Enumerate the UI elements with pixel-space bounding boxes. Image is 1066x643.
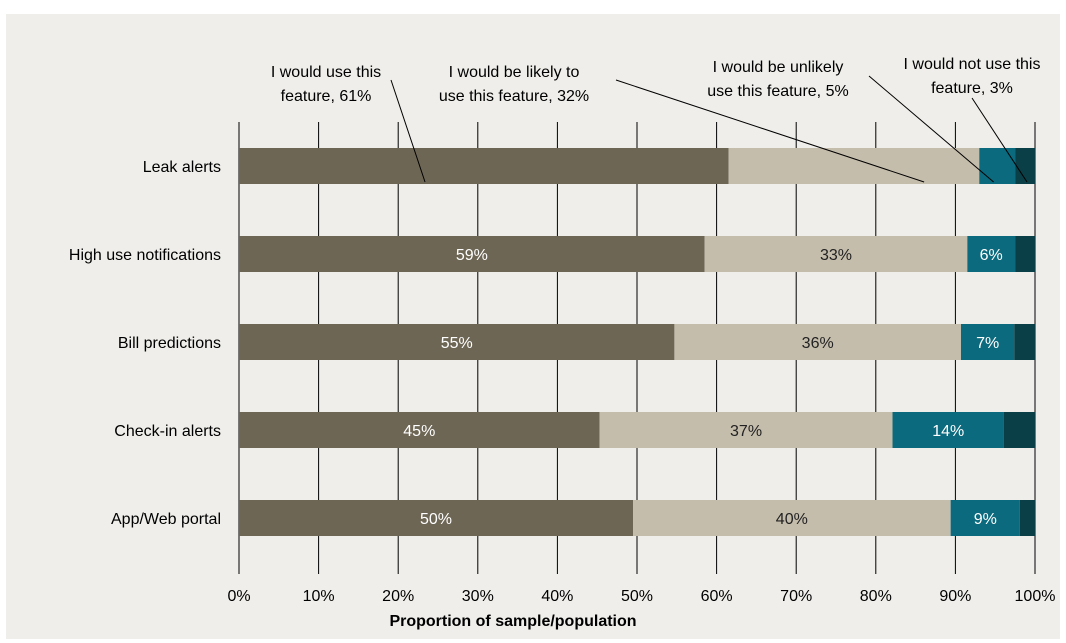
bar-segment [1019, 500, 1035, 536]
category-label: App/Web portal [111, 511, 221, 528]
bar-segment [633, 500, 951, 536]
category-label: Leak alerts [143, 159, 221, 176]
stacked-bar-chart: 59% 33% 6% 55% 36% 7% 45% 37% 14% 50% 40% 9% Leak a… [69, 56, 1056, 630]
bar-segment [728, 148, 980, 184]
category-label: High use notifications [69, 247, 221, 264]
series-annotations: I would use this feature, 61% I would be l… [271, 56, 1041, 183]
annotation-label: I would not use this feature, 3% [904, 56, 1041, 97]
x-tick-label: 60% [701, 588, 733, 605]
annotation-label: I would be likely to use this feature, 32… [439, 64, 589, 105]
bars [239, 148, 1035, 536]
bar-value-label: 55% [441, 335, 473, 352]
bar-segment [239, 236, 705, 272]
bar-value-label: 7% [976, 335, 999, 352]
chart-panel: 59% 33% 6% 55% 36% 7% 45% 37% 14% 50% 40% 9% Leak a… [6, 14, 1060, 639]
bar-segment [979, 148, 1016, 184]
x-tick-label: 10% [303, 588, 335, 605]
bar-value-label: 45% [403, 423, 435, 440]
annotation-leader-line [390, 79, 426, 183]
bar-value-label: 50% [420, 511, 452, 528]
bar-segment [1015, 236, 1035, 272]
bar-value-label: 9% [974, 511, 997, 528]
x-tick-label: 0% [227, 588, 250, 605]
bar-segment [599, 412, 893, 448]
bar-segment [950, 500, 1020, 536]
x-tick-label: 80% [860, 588, 892, 605]
x-tick-label: 100% [1015, 588, 1056, 605]
x-tick-label: 40% [541, 588, 573, 605]
annotation-label: I would be unlikely use this feature, 5% [707, 59, 848, 100]
bar-segment [239, 324, 675, 360]
bar-segment [239, 500, 634, 536]
annotation-leader-line [615, 79, 925, 183]
bar-segment [967, 236, 1016, 272]
bar-segment [239, 412, 600, 448]
category-label: Check-in alerts [114, 423, 221, 440]
bar-segment [1015, 148, 1035, 184]
x-tick-labels: 0% 10% 20% 30% 40% 50% 60% 70% 80% 90% 100% [227, 588, 1055, 605]
bar-segment [704, 236, 968, 272]
bar-value-label: 40% [776, 511, 808, 528]
bar-value-label: 37% [730, 423, 762, 440]
x-axis-title: Proportion of sample/population [389, 613, 636, 630]
bar-value-label: 14% [932, 423, 964, 440]
bar-segment [1014, 324, 1035, 360]
bar-segment [1003, 412, 1035, 448]
bar-value-label: 6% [980, 247, 1003, 264]
category-label: Bill predictions [118, 335, 221, 352]
bar-value-label: 59% [456, 247, 488, 264]
bar-segment [960, 324, 1015, 360]
x-tick-label: 20% [382, 588, 414, 605]
x-tick-label: 70% [780, 588, 812, 605]
annotation-leader-line [868, 75, 994, 183]
bar-segment [674, 324, 961, 360]
bar-value-label: 36% [802, 335, 834, 352]
annotation-label: I would use this feature, 61% [271, 64, 381, 105]
x-tick-label: 30% [462, 588, 494, 605]
annotation-leader-line [971, 97, 1028, 183]
bar-segment [239, 148, 729, 184]
bar-segment [892, 412, 1004, 448]
x-tick-label: 90% [939, 588, 971, 605]
x-tick-label: 50% [621, 588, 653, 605]
category-labels: Leak alerts High use notifications Bill pr… [69, 159, 221, 528]
bar-value-labels: 59% 33% 6% 55% 36% 7% 45% 37% 14% 50% 40% 9% [403, 247, 1003, 528]
bar-value-label: 33% [820, 247, 852, 264]
